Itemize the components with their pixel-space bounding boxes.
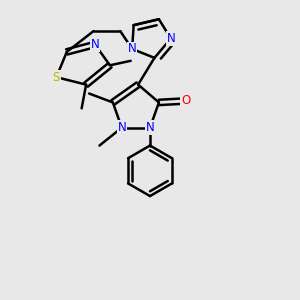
Text: N: N [128,42,136,56]
Text: O: O [181,94,190,107]
Text: S: S [53,71,60,84]
Text: N: N [167,32,175,45]
Text: N: N [117,121,126,134]
Text: N: N [146,121,154,134]
Text: N: N [91,38,99,51]
